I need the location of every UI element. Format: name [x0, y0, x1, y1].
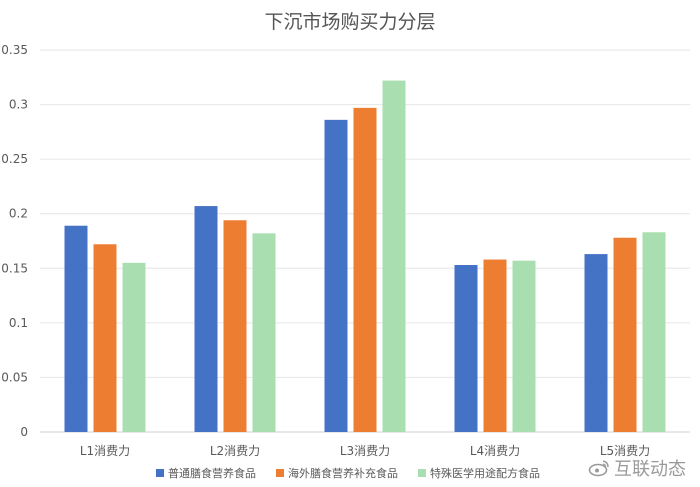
legend-swatch: [418, 469, 426, 477]
y-tick-label: 0.15: [1, 261, 28, 275]
weibo-icon: [588, 460, 609, 477]
chart-title: 下沉市场购买力分层: [264, 11, 435, 33]
bar: [252, 233, 276, 432]
x-category-label: L2消费力: [210, 444, 260, 458]
legend-label: 特殊医学用途配方食品: [430, 466, 540, 480]
bar: [382, 80, 406, 432]
bar: [223, 220, 247, 432]
bar: [613, 237, 637, 432]
y-tick-label: 0.05: [1, 370, 28, 384]
x-category-label: L4消费力: [470, 444, 520, 458]
bar: [64, 225, 88, 432]
x-category-label: L3消费力: [340, 444, 390, 458]
y-tick-label: 0.1: [9, 316, 28, 330]
watermark-text: 互联动态: [614, 459, 686, 480]
bar: [194, 206, 218, 432]
legend: 普通膳食营养食品 海外膳食营养补充食品 特殊医学用途配方食品: [156, 466, 540, 480]
x-category-label: L1消费力: [80, 444, 130, 458]
bar: [584, 254, 608, 432]
legend-swatch: [156, 469, 164, 477]
bar: [642, 232, 666, 432]
bars: [64, 80, 666, 433]
y-tick-label: 0.3: [9, 98, 28, 112]
y-axis: 0 0.05 0.1 0.15 0.2 0.25 0.3 0.35: [1, 43, 28, 439]
bar: [122, 262, 146, 432]
y-tick-label: 0: [20, 425, 28, 439]
bar: [353, 107, 377, 433]
legend-label: 普通膳食营养食品: [168, 466, 256, 480]
bar: [483, 259, 507, 432]
bar: [324, 119, 348, 432]
y-tick-label: 0.25: [1, 152, 28, 166]
y-tick-label: 0.35: [1, 43, 28, 57]
bar: [512, 260, 536, 432]
y-tick-label: 0.2: [9, 207, 28, 221]
legend-swatch: [276, 469, 284, 477]
x-axis: L1消费力 L2消费力 L3消费力 L4消费力 L5消费力: [80, 444, 650, 458]
watermark: 互联动态: [588, 455, 686, 481]
bar: [454, 265, 478, 432]
bar: [93, 244, 117, 432]
legend-label: 海外膳食营养补充食品: [288, 466, 398, 480]
x-category-label: L5消费力: [600, 444, 650, 458]
